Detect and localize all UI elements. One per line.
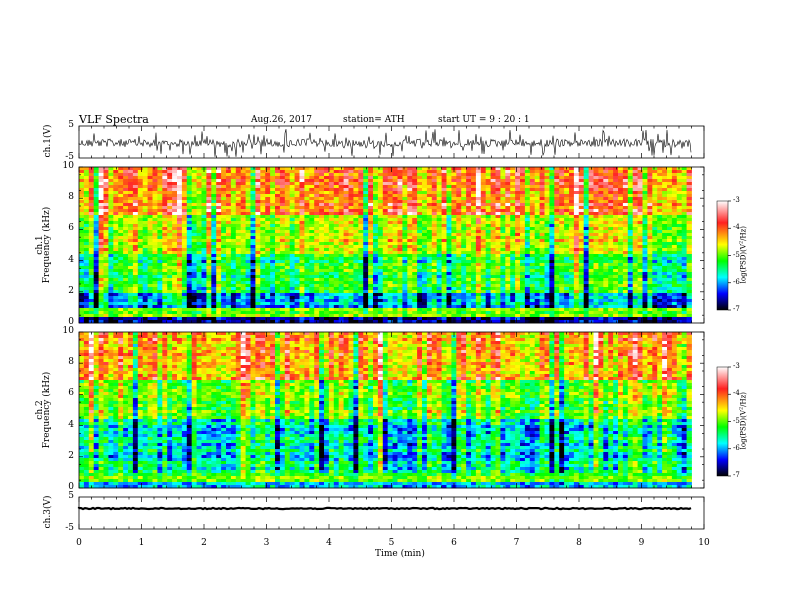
ch1-waveform-panel <box>78 125 705 159</box>
ch1-spectrogram-heatmap <box>79 167 692 324</box>
ch2-freq-tick-label: 8 <box>68 357 74 368</box>
ch1-wave-ylabel: ch.1(V) <box>43 124 53 158</box>
ch1-spectrogram-panel <box>78 166 705 324</box>
ch2-freq-tick-label: 6 <box>68 388 74 399</box>
x-tick-label: 8 <box>576 538 582 548</box>
ch3-waveform-panel <box>77 496 705 530</box>
ch2-colorbar-tick-label: -6 <box>733 443 740 452</box>
ch2-colorbar-tick-label: -7 <box>733 471 740 479</box>
ch2-freq-tick-label: 2 <box>68 450 74 461</box>
ch1-spec-ylabel-frequency: Frequency (kHz) <box>42 206 52 284</box>
ch2-spectrogram-panel <box>78 331 705 489</box>
ch1-freq-tick-label: 0 <box>68 317 74 327</box>
x-tick-label: 9 <box>638 538 645 548</box>
ch1-wave-tick-label: 5 <box>68 120 74 130</box>
ch3-wave-ylabel: ch.3(V) <box>43 495 53 529</box>
ch1-freq-tick-label: 6 <box>68 223 74 234</box>
ch3-wave-tick-label: 5 <box>68 491 74 501</box>
x-axis-label: Time (min) <box>375 549 425 559</box>
x-tick-label: 2 <box>201 538 207 548</box>
ch2-spectrogram-heatmap <box>79 332 692 489</box>
ch1-freq-tick-label: 2 <box>68 285 74 296</box>
x-tick-label: 7 <box>513 538 520 548</box>
ch1-colorbar-tick-label: -7 <box>733 305 740 313</box>
x-tick-label: 0 <box>76 538 82 548</box>
ch1-freq-tick-label: 8 <box>68 192 74 203</box>
x-tick-label: 1 <box>138 538 145 548</box>
x-tick-label: 10 <box>698 538 710 548</box>
ch2-freq-tick-label: 4 <box>68 419 74 430</box>
ch2-colorbar <box>716 366 729 477</box>
ch1-colorbar-tick-label: -6 <box>733 277 740 286</box>
header-start-time: start UT = 9 : 20 : 1 <box>438 115 530 125</box>
x-tick-label: 5 <box>388 538 395 548</box>
x-tick-label: 3 <box>263 538 270 548</box>
ch2-colorbar-tick-label: -4 <box>733 389 740 398</box>
x-tick-label: 4 <box>326 538 332 548</box>
header-date: Aug.26, 2017 <box>251 115 312 125</box>
ch1-freq-tick-label: 4 <box>68 254 74 265</box>
ch3-wave-tick-label: -5 <box>65 523 74 533</box>
ch3-waveform-line <box>77 506 692 511</box>
x-tick-label: 6 <box>451 538 457 548</box>
ch1-wave-tick-label: -5 <box>65 152 74 162</box>
ch1-colorbar <box>716 200 729 311</box>
ch1-colorbar-tick-label: -4 <box>733 223 740 232</box>
ch2-freq-tick-label: 10 <box>62 326 74 336</box>
axis-ticks <box>78 126 731 529</box>
ch2-colorbar-tick-label: -5 <box>733 416 740 425</box>
header-station: station= ATH <box>343 115 405 125</box>
ch1-colorbar-tick-label: -5 <box>733 250 740 259</box>
ch1-colorbar-tick-label: -3 <box>733 196 740 204</box>
ch1-freq-tick-label: 10 <box>62 161 74 171</box>
ch2-spec-ylabel-frequency: Frequency (kHz) <box>42 371 52 449</box>
ch1-waveform-line <box>78 129 692 157</box>
ch2-freq-tick-label: 0 <box>68 482 74 492</box>
ch2-colorbar-tick-label: -3 <box>733 362 740 370</box>
chart-title: VLF Spectra <box>79 113 149 126</box>
